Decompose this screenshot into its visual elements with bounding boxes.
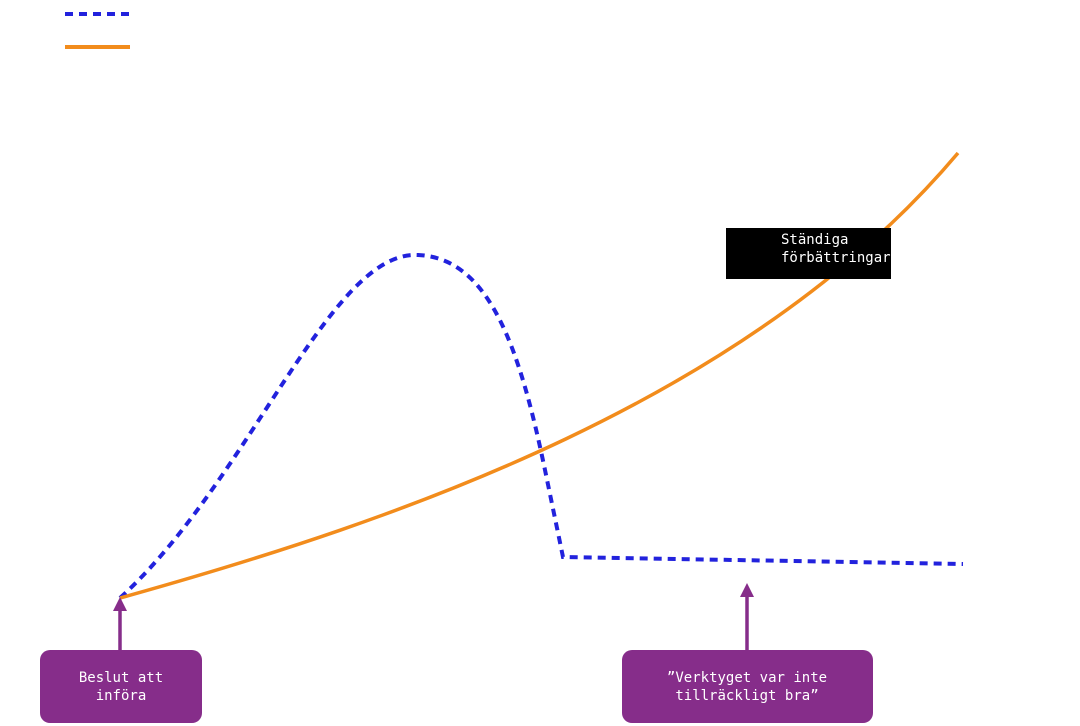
callout-text: ”Verktyget var inte — [667, 670, 827, 686]
annotation-text: förbättringar — [781, 250, 891, 266]
annotation-box — [726, 228, 891, 279]
callout-text: införa — [96, 688, 147, 704]
callout-box — [40, 650, 202, 723]
improvement-curve — [119, 151, 960, 600]
callout-text: Beslut att — [79, 670, 163, 686]
callout-text: tillräckligt bra” — [675, 688, 818, 704]
hype-curve — [118, 252, 964, 600]
annotation-text: Ständiga — [781, 232, 848, 248]
callout-box — [622, 650, 873, 723]
